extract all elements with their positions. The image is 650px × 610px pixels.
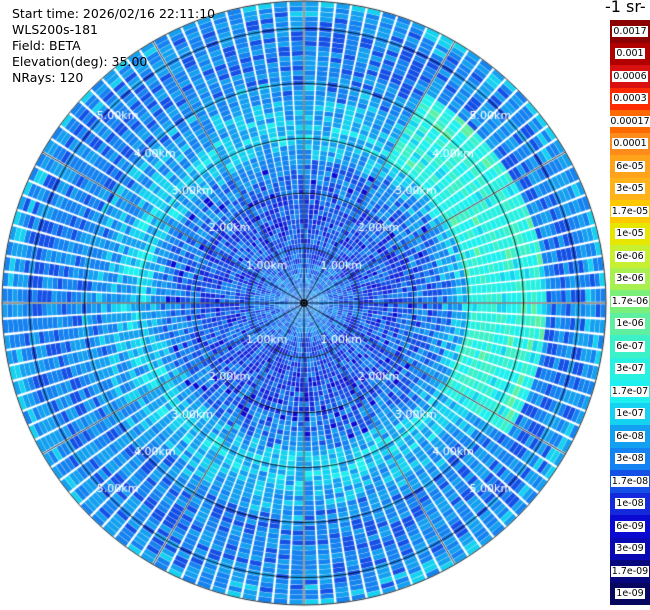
colorbar-level: 6e-08: [610, 425, 650, 448]
colorbar-level: 3e-09: [610, 537, 650, 560]
colorbar-level: 0.00017: [609, 110, 650, 133]
field-label: Field: BETA: [12, 38, 81, 53]
colorbar-level: 1.7e-06: [610, 290, 650, 313]
colorbar-level: 1.7e-09: [610, 560, 650, 583]
colorbar-level: 1e-08: [610, 492, 650, 515]
colorbar-level: 0.0001: [610, 132, 650, 155]
ppi-scan-plot: [0, 0, 610, 610]
colorbar-level: 0.0003: [610, 87, 650, 110]
colorbar-level: 0.001: [610, 42, 650, 65]
colorbar-level: 6e-07: [610, 335, 650, 358]
colorbar-level: 0.0017: [610, 20, 650, 43]
colorbar-level: 1e-06: [610, 312, 650, 335]
colorbar-level: 1.7e-05: [610, 200, 650, 223]
colorbar-title: -1 sr-: [605, 0, 646, 16]
colorbar-level: 1.7e-08: [610, 470, 650, 493]
colorbar-level: 6e-09: [610, 515, 650, 538]
colorbar-level: 1e-05: [610, 222, 650, 245]
colorbar-level: 3e-06: [610, 267, 650, 290]
colorbar-level: 6e-05: [610, 155, 650, 178]
colorbar-level: 3e-05: [610, 177, 650, 200]
colorbar-level: 6e-06: [610, 245, 650, 268]
colorbar-level: 0.0006: [610, 65, 650, 88]
colorbar-level: 1e-09: [610, 582, 650, 605]
colorbar: 0.0017 0.001 0.0006 0.0003 0.00017 0.0001 6e-0…: [609, 20, 650, 605]
start-time-label: Start time: 2026/02/16 22:11:10: [12, 6, 216, 21]
elevation-label: Elevation(deg): 35.00: [12, 54, 148, 69]
colorbar-level: 1.7e-07: [610, 380, 650, 403]
colorbar-level: 1e-07: [610, 402, 650, 425]
device-label: WLS200s-181: [12, 22, 98, 37]
colorbar-level: 3e-07: [610, 357, 650, 380]
colorbar-level: 3e-08: [610, 447, 650, 470]
nrays-label: NRays: 120: [12, 70, 84, 85]
